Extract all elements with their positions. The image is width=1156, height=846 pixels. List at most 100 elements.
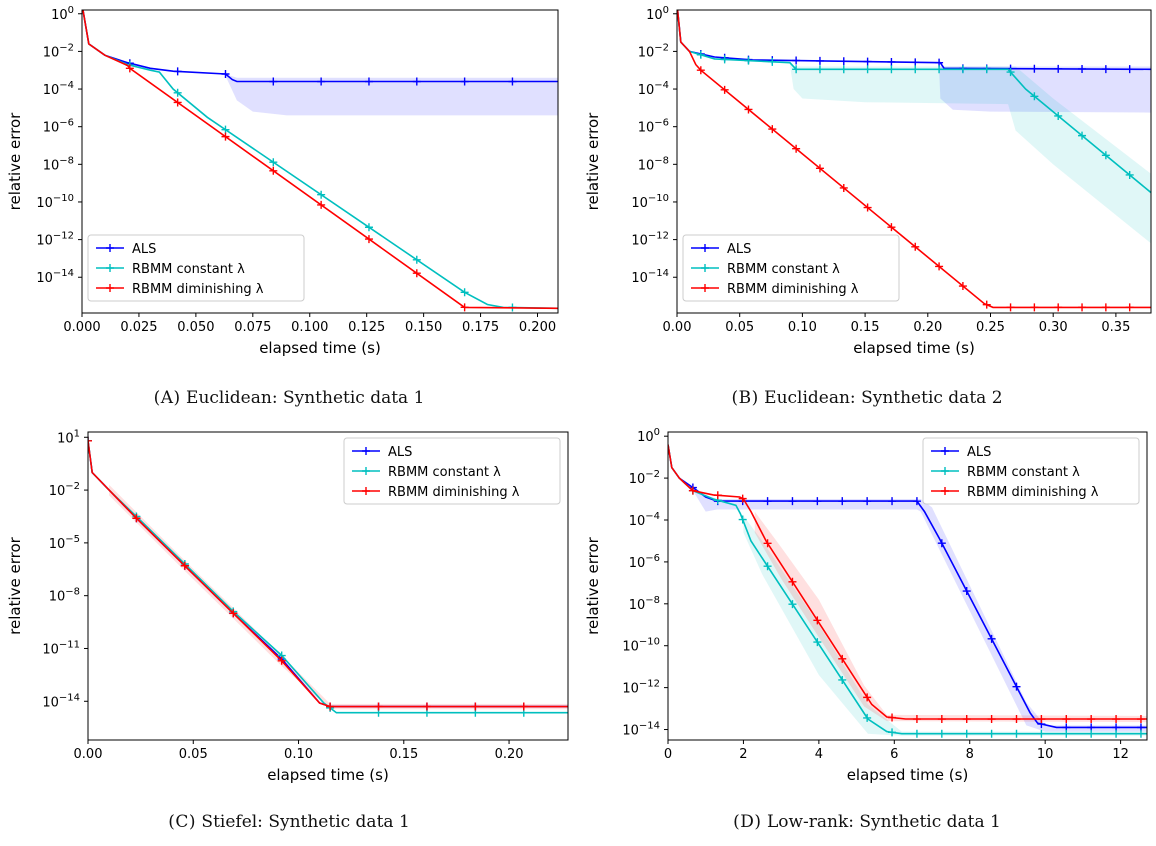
x-tick-label: 0.15: [389, 747, 418, 762]
series-marker: [738, 494, 747, 503]
series-marker: [412, 77, 421, 86]
y-tick-label: 10−6: [629, 553, 660, 571]
series-marker: [1006, 68, 1015, 77]
y-tick-label: 10−2: [638, 42, 669, 60]
y-tick-label: 10−14: [36, 268, 74, 286]
y-tick-label: 10−8: [43, 155, 74, 173]
y-tick-label: 10−4: [629, 511, 660, 529]
series-marker: [1101, 151, 1110, 160]
plot-area: [668, 444, 1147, 738]
series-marker: [813, 638, 822, 647]
legend: ALS RBMM constant λ RBMM diminishing λ: [87, 234, 305, 302]
series-marker: [1125, 303, 1134, 312]
series-marker: [364, 235, 373, 244]
y-tick-label: 10−12: [631, 231, 669, 249]
series-marker: [962, 715, 971, 724]
plot-area: [82, 10, 558, 312]
series-marker: [987, 729, 996, 738]
series-marker: [738, 515, 747, 524]
y-tick-label: 10−4: [638, 80, 669, 98]
series-marker: [863, 203, 872, 212]
legend-box: [87, 234, 305, 302]
series-marker: [720, 55, 729, 64]
legend-marker: [941, 467, 949, 475]
series-marker: [815, 65, 824, 74]
series-marker: [813, 497, 822, 506]
x-axis-label: elapsed time (s): [259, 339, 381, 357]
series-marker: [1101, 65, 1110, 74]
series-marker: [269, 166, 278, 175]
series-marker: [863, 713, 872, 722]
series-marker: [180, 561, 189, 570]
y-tick-label: 10−10: [36, 193, 74, 211]
series-marker: [763, 497, 772, 506]
series-marker: [173, 88, 182, 97]
chart-a: 0.000 0.025 0.050 0.075 0.100 0.125 0.150 0.175…: [6, 5, 559, 357]
series-marker: [839, 65, 848, 74]
series-marker: [460, 288, 469, 297]
legend-label: ALS: [967, 445, 991, 460]
series-line: [88, 440, 568, 708]
confidence-band: [754, 511, 1147, 723]
series-marker: [1054, 111, 1063, 120]
series-marker: [269, 77, 278, 86]
series-marker: [1087, 715, 1096, 724]
series-marker: [1062, 729, 1071, 738]
series-marker: [788, 600, 797, 609]
x-tick-label: 0.025: [120, 320, 157, 335]
series-marker: [221, 69, 230, 78]
x-tick-label: 0.10: [284, 747, 313, 762]
series-marker: [768, 57, 777, 66]
plot-frame: [81, 9, 559, 314]
y-tick-label: 10−11: [42, 639, 80, 657]
series-marker: [1062, 715, 1071, 724]
series-marker: [132, 514, 141, 523]
series-marker: [221, 132, 230, 141]
series-marker: [1112, 715, 1121, 724]
series-marker: [1087, 729, 1096, 738]
series-marker: [887, 65, 896, 74]
caption-a: (A) Euclidean: Synthetic data 1: [0, 388, 578, 408]
legend-box: [343, 437, 561, 505]
legend-label: RBMM diminishing λ: [132, 282, 264, 297]
legend-marker: [941, 487, 949, 495]
x-tick-label: 2: [739, 747, 747, 762]
series-marker: [863, 57, 872, 66]
series-marker: [720, 85, 729, 94]
legend-marker: [106, 264, 114, 272]
caption-tag: (D): [733, 812, 762, 832]
legend: ALS RBMM constant λ RBMM diminishing λ: [682, 234, 900, 302]
series-marker: [422, 702, 431, 711]
series-marker: [1078, 64, 1087, 73]
legend-marker: [106, 244, 114, 252]
y-tick-label: 100: [51, 5, 74, 23]
series-marker: [987, 634, 996, 643]
series-marker: [838, 654, 847, 663]
y-tick-label: 10−14: [42, 692, 80, 710]
series-marker: [1037, 729, 1046, 738]
caption-text: Euclidean: Synthetic data 2: [764, 388, 1003, 408]
y-tick-label: 100: [637, 427, 660, 445]
series-marker: [88, 436, 92, 445]
x-tick-label: 0.075: [234, 320, 271, 335]
legend-marker: [362, 447, 370, 455]
x-tick-label: 10: [1037, 747, 1054, 762]
x-tick-label: 0.20: [913, 320, 942, 335]
series-marker: [1006, 303, 1015, 312]
y-tick-label: 10−2: [43, 42, 74, 60]
series-marker: [763, 562, 772, 571]
series-marker: [460, 303, 469, 312]
caption-c: (C) Stiefel: Synthetic data 1: [0, 812, 578, 832]
x-axis-label: elapsed time (s): [267, 766, 389, 784]
panel-c: 0.00 0.05 0.10 0.15 0.20 101 10−2 10−5 10−8 10−11…: [0, 420, 578, 846]
x-tick-label: 0.05: [179, 747, 208, 762]
y-tick-label: 10−10: [622, 637, 660, 655]
panel-b: 0.00 0.05 0.10 0.15 0.20 0.25 0.30 0.35 100 10−2 1…: [578, 0, 1156, 420]
series-marker: [173, 98, 182, 107]
series-marker: [839, 57, 848, 66]
legend-marker: [362, 467, 370, 475]
x-tick-label: 0.050: [177, 320, 214, 335]
series-marker: [460, 77, 469, 86]
series-marker: [1012, 682, 1021, 691]
series-marker: [792, 56, 801, 65]
